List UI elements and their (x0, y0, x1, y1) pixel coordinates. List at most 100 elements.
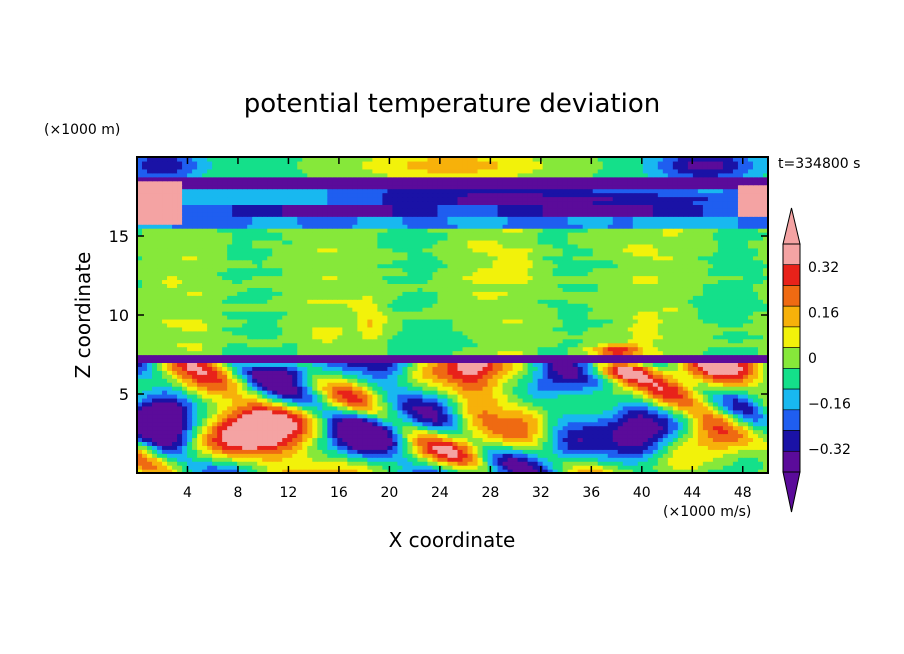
field-cell (262, 362, 268, 367)
field-cell (147, 437, 153, 442)
field-cell (527, 354, 534, 360)
field-cell (702, 441, 709, 446)
field-cell (482, 370, 489, 375)
field-cell (382, 322, 388, 328)
field-cell (192, 457, 198, 462)
field-cell (587, 469, 594, 473)
field-cell (672, 469, 679, 473)
field-cell (607, 465, 614, 470)
field-cell (252, 461, 258, 466)
field-cell (617, 358, 624, 363)
field-cell (357, 370, 363, 375)
field-cell (502, 318, 509, 324)
field-cell (442, 417, 449, 423)
field-cell (732, 338, 739, 344)
field-cell (722, 409, 729, 415)
field-cell (277, 445, 283, 450)
field-cell (297, 437, 303, 442)
field-cell (742, 378, 749, 383)
field-cell (627, 330, 634, 336)
field-cell (402, 390, 409, 395)
field-cell (377, 469, 383, 473)
field-cell (292, 318, 298, 324)
field-cell (557, 413, 564, 419)
field-cell (487, 457, 494, 462)
field-cell (522, 362, 529, 367)
field-cell (312, 469, 318, 473)
field-cell (682, 386, 689, 391)
field-cell (312, 382, 318, 387)
field-cell (297, 425, 303, 431)
field-cell (497, 394, 504, 399)
field-cell (752, 390, 759, 395)
field-cell (187, 449, 193, 454)
field-cell (427, 338, 434, 344)
field-cell (722, 370, 729, 375)
field-cell (697, 417, 704, 423)
field-cell (697, 437, 704, 442)
field-cell (572, 394, 579, 399)
field-cell (387, 469, 394, 473)
field-cell (492, 413, 499, 419)
field-cell (702, 346, 709, 352)
field-cell (427, 354, 434, 360)
field-cell (427, 322, 434, 328)
field-cell (532, 366, 539, 371)
field-cell (447, 350, 454, 356)
field-cell (527, 465, 534, 470)
field-cell (482, 350, 489, 356)
field-cell (612, 429, 619, 435)
field-cell (517, 362, 524, 367)
field-cell (357, 315, 363, 320)
field-cell (242, 449, 248, 454)
field-cell (242, 465, 248, 470)
field-cell (477, 437, 484, 442)
field-cell (237, 350, 243, 356)
field-cell (232, 469, 238, 473)
field-cell (232, 374, 238, 379)
field-cell (437, 374, 444, 379)
field-cell (752, 433, 759, 439)
field-cell (377, 417, 383, 423)
field-cell (477, 405, 484, 411)
field-cell (387, 346, 394, 352)
field-cell (482, 366, 489, 371)
field-cell (377, 330, 383, 336)
field-cell (497, 453, 504, 458)
field-cell (397, 405, 404, 411)
field-cell (302, 425, 308, 431)
field-cell (617, 354, 624, 360)
field-cell (577, 461, 584, 466)
field-cell (522, 318, 529, 324)
field-cell (492, 390, 499, 395)
field-cell (172, 409, 178, 415)
field-cell (277, 421, 283, 427)
field-cell (407, 354, 414, 360)
field-cell (752, 465, 759, 470)
field-cell (232, 330, 238, 336)
field-cell (682, 374, 689, 379)
field-cell (497, 405, 504, 411)
field-cell (497, 413, 504, 419)
field-cell (162, 374, 168, 379)
field-cell (182, 390, 188, 395)
field-cell (172, 322, 178, 328)
field-cell (552, 465, 559, 470)
field-cell (287, 394, 293, 399)
field-cell (547, 330, 554, 336)
field-cell (752, 457, 759, 462)
field-cell (332, 417, 338, 423)
field-cell (592, 350, 599, 356)
field-cell (322, 413, 328, 419)
field-cell (737, 394, 744, 399)
field-cell (552, 378, 559, 383)
field-cell (212, 350, 218, 356)
field-cell (677, 370, 684, 375)
field-cell (597, 318, 604, 324)
field-cell (347, 449, 353, 454)
field-cell (407, 390, 414, 395)
field-cell (647, 366, 654, 371)
field-cell (542, 405, 549, 411)
field-cell (682, 346, 689, 352)
field-cell (687, 334, 694, 340)
